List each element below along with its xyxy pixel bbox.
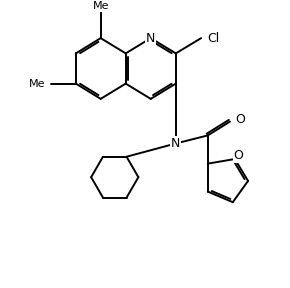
Text: Cl: Cl <box>207 32 220 45</box>
Text: N: N <box>171 137 180 150</box>
Text: Me: Me <box>29 79 45 89</box>
Text: Me: Me <box>93 1 109 12</box>
Text: N: N <box>146 32 155 45</box>
Text: O: O <box>235 113 245 126</box>
Text: O: O <box>233 149 243 162</box>
